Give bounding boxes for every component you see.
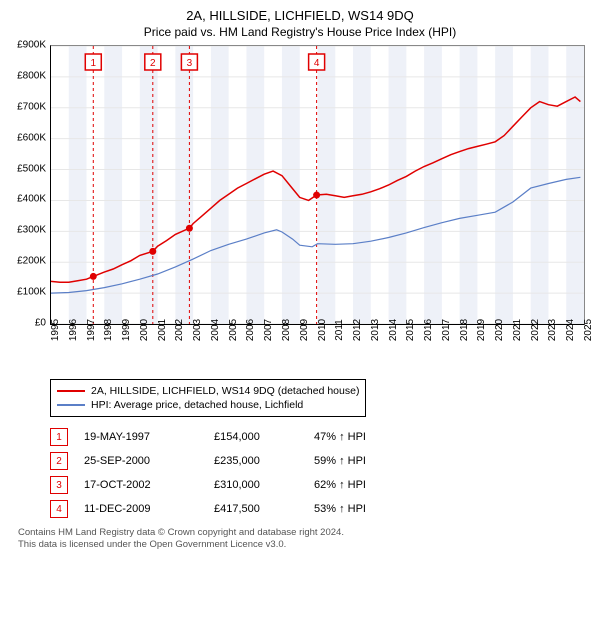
- svg-text:2: 2: [150, 58, 156, 69]
- x-tick-label: 1998: [103, 319, 114, 341]
- x-tick-label: 2014: [388, 319, 399, 341]
- y-tick-label: £900K: [17, 40, 46, 51]
- transaction-badge: 4: [50, 500, 68, 518]
- y-tick-label: £500K: [17, 163, 46, 174]
- transaction-date: 25-SEP-2000: [84, 455, 214, 467]
- legend: 2A, HILLSIDE, LICHFIELD, WS14 9DQ (detac…: [50, 379, 366, 417]
- y-axis-labels: £0£100K£200K£300K£400K£500K£600K£700K£80…: [8, 45, 48, 325]
- x-tick-label: 2020: [494, 319, 505, 341]
- x-tick-label: 1999: [121, 319, 132, 341]
- x-tick-label: 2016: [423, 319, 434, 341]
- x-tick-label: 1996: [68, 319, 79, 341]
- x-tick-label: 2004: [210, 319, 221, 341]
- y-tick-label: £800K: [17, 70, 46, 81]
- chart-title: 2A, HILLSIDE, LICHFIELD, WS14 9DQ: [8, 8, 592, 23]
- transaction-date: 17-OCT-2002: [84, 479, 214, 491]
- transaction-pct: 59% ↑ HPI: [314, 455, 404, 467]
- x-tick-label: 2010: [317, 319, 328, 341]
- svg-text:4: 4: [314, 58, 320, 69]
- x-tick-label: 1997: [86, 319, 97, 341]
- transaction-table: 1 19-MAY-1997£154,00047% ↑ HPI 2 25-SEP-200…: [50, 425, 592, 521]
- legend-swatch: [57, 404, 85, 406]
- x-tick-label: 2018: [459, 319, 470, 341]
- svg-text:1: 1: [91, 58, 97, 69]
- y-tick-label: £400K: [17, 194, 46, 205]
- chart-container: 2A, HILLSIDE, LICHFIELD, WS14 9DQ Price …: [0, 0, 600, 560]
- transaction-row: 1 19-MAY-1997£154,00047% ↑ HPI: [50, 425, 592, 449]
- transaction-pct: 47% ↑ HPI: [314, 431, 404, 443]
- transaction-date: 11-DEC-2009: [84, 503, 214, 515]
- chart-box: £0 £100K £200K £300K £400K £500K £600K £700K £80…: [8, 45, 588, 375]
- legend-label: 2A, HILLSIDE, LICHFIELD, WS14 9DQ (detac…: [91, 385, 359, 397]
- transaction-price: £310,000: [214, 479, 314, 491]
- x-tick-label: 2015: [405, 319, 416, 341]
- x-axis-labels: 1995199619971998199920002001200220032004…: [50, 328, 585, 373]
- transaction-price: £154,000: [214, 431, 314, 443]
- y-tick-label: £200K: [17, 256, 46, 267]
- x-tick-label: 2019: [476, 319, 487, 341]
- x-tick-label: 2008: [281, 319, 292, 341]
- x-tick-label: 2023: [547, 319, 558, 341]
- x-tick-label: 2022: [530, 319, 541, 341]
- transaction-price: £417,500: [214, 503, 314, 515]
- transaction-badge: 1: [50, 428, 68, 446]
- y-tick-label: £300K: [17, 225, 46, 236]
- legend-swatch: [57, 390, 85, 392]
- x-tick-label: 2006: [245, 319, 256, 341]
- footer-line-1: Contains HM Land Registry data © Crown c…: [18, 527, 592, 539]
- footer-attribution: Contains HM Land Registry data © Crown c…: [18, 527, 592, 552]
- legend-item: HPI: Average price, detached house, Lich…: [57, 398, 359, 412]
- transaction-row: 4 11-DEC-2009£417,50053% ↑ HPI: [50, 497, 592, 521]
- x-tick-label: 2013: [370, 319, 381, 341]
- transaction-pct: 62% ↑ HPI: [314, 479, 404, 491]
- transaction-badge: 2: [50, 452, 68, 470]
- transaction-pct: 53% ↑ HPI: [314, 503, 404, 515]
- y-tick-label: £100K: [17, 287, 46, 298]
- x-tick-label: 2025: [583, 319, 594, 341]
- x-tick-label: 2001: [157, 319, 168, 341]
- x-tick-label: 2007: [263, 319, 274, 341]
- x-tick-label: 2000: [139, 319, 150, 341]
- y-tick-label: £600K: [17, 132, 46, 143]
- transaction-row: 3 17-OCT-2002£310,00062% ↑ HPI: [50, 473, 592, 497]
- legend-item: 2A, HILLSIDE, LICHFIELD, WS14 9DQ (detac…: [57, 384, 359, 398]
- x-tick-label: 2021: [512, 319, 523, 341]
- y-tick-label: £0: [35, 318, 46, 329]
- x-tick-label: 2011: [334, 319, 345, 341]
- plot-area: 1 2 3 4: [50, 45, 585, 325]
- x-tick-label: 2003: [192, 319, 203, 341]
- x-tick-label: 2005: [228, 319, 239, 341]
- x-tick-label: 2012: [352, 319, 363, 341]
- x-tick-label: 2024: [565, 319, 576, 341]
- chart-subtitle: Price paid vs. HM Land Registry's House …: [8, 25, 592, 39]
- footer-line-2: This data is licensed under the Open Gov…: [18, 539, 592, 551]
- legend-label: HPI: Average price, detached house, Lich…: [91, 399, 303, 411]
- transaction-date: 19-MAY-1997: [84, 431, 214, 443]
- y-tick-label: £700K: [17, 101, 46, 112]
- transaction-row: 2 25-SEP-2000£235,00059% ↑ HPI: [50, 449, 592, 473]
- transaction-price: £235,000: [214, 455, 314, 467]
- plot-svg: 1 2 3 4: [51, 46, 584, 324]
- x-tick-label: 2002: [174, 319, 185, 341]
- x-tick-label: 2009: [299, 319, 310, 341]
- x-tick-label: 2017: [441, 319, 452, 341]
- svg-text:3: 3: [187, 58, 193, 69]
- x-tick-label: 1995: [50, 319, 61, 341]
- transaction-badge: 3: [50, 476, 68, 494]
